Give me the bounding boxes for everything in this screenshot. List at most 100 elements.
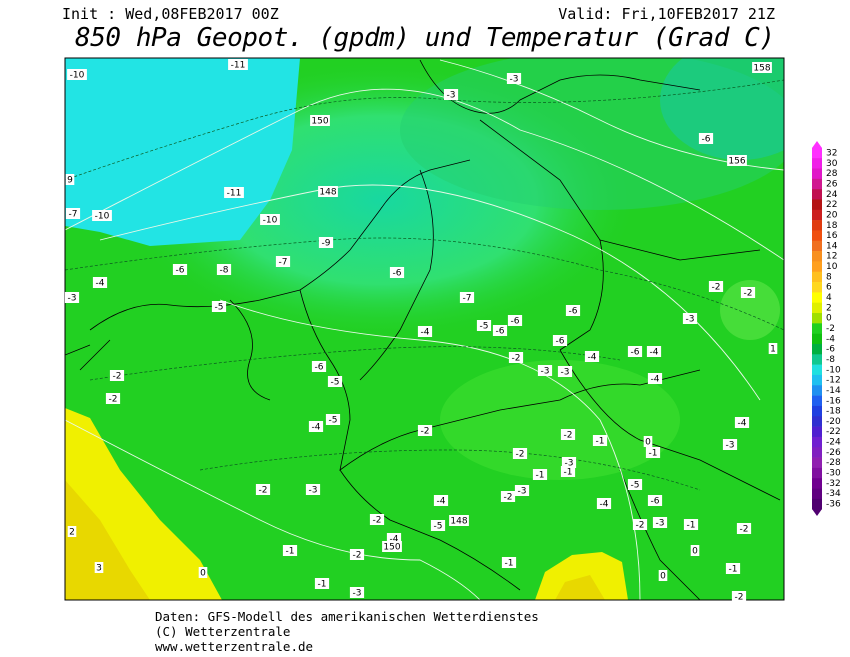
label-box	[768, 343, 778, 354]
colorbar-swatch	[812, 168, 822, 180]
label-box	[532, 469, 548, 480]
contour-label: 1	[770, 345, 776, 355]
contour-label: -3	[561, 368, 570, 378]
contour-label: -2	[735, 593, 744, 603]
label-box	[65, 174, 75, 185]
contour-label: -3	[68, 294, 77, 304]
contour-label: -10	[70, 71, 85, 81]
contour-label: -5	[331, 378, 340, 388]
contour-label: -2	[740, 525, 749, 535]
contour-label: -1	[649, 449, 658, 459]
label-box	[647, 373, 663, 384]
colorbar-label: 10	[826, 262, 838, 272]
label-box	[310, 115, 330, 126]
label-box	[734, 417, 750, 428]
contour-label: 2	[69, 528, 75, 538]
label-box	[512, 448, 528, 459]
contour-label: -6	[651, 497, 660, 507]
contour-label: -1	[729, 565, 738, 575]
contour-label: -3	[565, 459, 574, 469]
contour-label: -4	[738, 419, 747, 429]
label-box	[433, 495, 449, 506]
contour-label: -11	[227, 189, 242, 199]
label-box	[92, 210, 112, 221]
colorbar-label: 32	[826, 149, 837, 159]
contour-label: -2	[109, 395, 118, 405]
label-box	[506, 73, 522, 84]
colorbar-swatch	[812, 261, 822, 273]
contour-label: -1	[596, 437, 605, 447]
contour-label: -3	[353, 589, 362, 599]
colorbar-label: -28	[826, 458, 841, 468]
label-box	[501, 557, 517, 568]
contour-label: -6	[702, 135, 711, 145]
label-box	[389, 267, 405, 278]
label-box	[311, 361, 327, 372]
colorbar-label: -8	[826, 355, 835, 365]
colorbar-label: -20	[826, 417, 841, 427]
label-box	[349, 587, 365, 598]
colorbar-label: -14	[826, 386, 841, 396]
label-box	[560, 429, 576, 440]
contour-label: -4	[390, 535, 399, 545]
colorbar-swatch	[812, 147, 822, 159]
label-box	[92, 277, 108, 288]
label-box	[327, 376, 343, 387]
colorbar-swatch	[812, 302, 822, 314]
colorbar-label: 16	[826, 231, 838, 241]
label-box	[476, 320, 492, 331]
label-box	[682, 313, 698, 324]
label-box	[94, 562, 104, 573]
label-box	[349, 549, 365, 560]
colorbar-swatch	[812, 271, 822, 283]
colorbar-swatch	[812, 426, 822, 438]
label-box	[318, 186, 338, 197]
contour-label: 148	[450, 517, 467, 527]
contour-label: -2	[636, 521, 645, 531]
colorbar-label: -6	[826, 345, 835, 355]
contour-label: -4	[651, 375, 660, 385]
contour-label: -11	[231, 61, 246, 71]
contour-label: -5	[631, 481, 640, 491]
colorbar-swatch	[812, 343, 822, 355]
contour-label: 0	[200, 569, 206, 579]
contour-label: -7	[279, 258, 288, 268]
colorbar-swatch	[812, 364, 822, 376]
label-box	[172, 264, 188, 275]
colorbar-label: 2	[826, 303, 832, 313]
label-box	[449, 515, 469, 526]
contour-label: 0	[692, 547, 698, 557]
contour-label: -1	[286, 547, 295, 557]
colorbar-label: 4	[826, 293, 832, 303]
label-box	[736, 523, 752, 534]
colorbar-label: -10	[826, 365, 841, 375]
colorbar-swatch	[812, 467, 822, 479]
label-box	[646, 346, 662, 357]
colorbar-swatch	[812, 158, 822, 169]
footer-line: (C) Wetterzentrale	[155, 624, 290, 639]
label-box	[417, 326, 433, 337]
label-box	[557, 366, 573, 377]
contour-label: -3	[518, 487, 527, 497]
colorbar-swatch	[812, 240, 822, 252]
colorbar-swatch	[812, 374, 822, 386]
contour-label: -3	[510, 75, 519, 85]
contour-label: -1	[687, 521, 696, 531]
contour-label: -2	[564, 431, 573, 441]
contour-label: -7	[69, 210, 78, 220]
label-box	[430, 520, 446, 531]
contour-label: -4	[96, 279, 105, 289]
colorbar-swatch	[812, 220, 822, 231]
colorbar-swatch	[812, 447, 822, 458]
colorbar-label: -18	[826, 407, 841, 417]
colorbar-label: -36	[826, 500, 841, 510]
colorbar-label: -34	[826, 489, 841, 499]
colorbar-swatch	[812, 478, 822, 489]
colorbar-swatch	[812, 199, 822, 211]
colorbar-swatch	[812, 230, 822, 242]
label-box	[658, 570, 668, 581]
colorbar-label: -16	[826, 396, 841, 406]
contour-label: -6	[496, 327, 505, 337]
